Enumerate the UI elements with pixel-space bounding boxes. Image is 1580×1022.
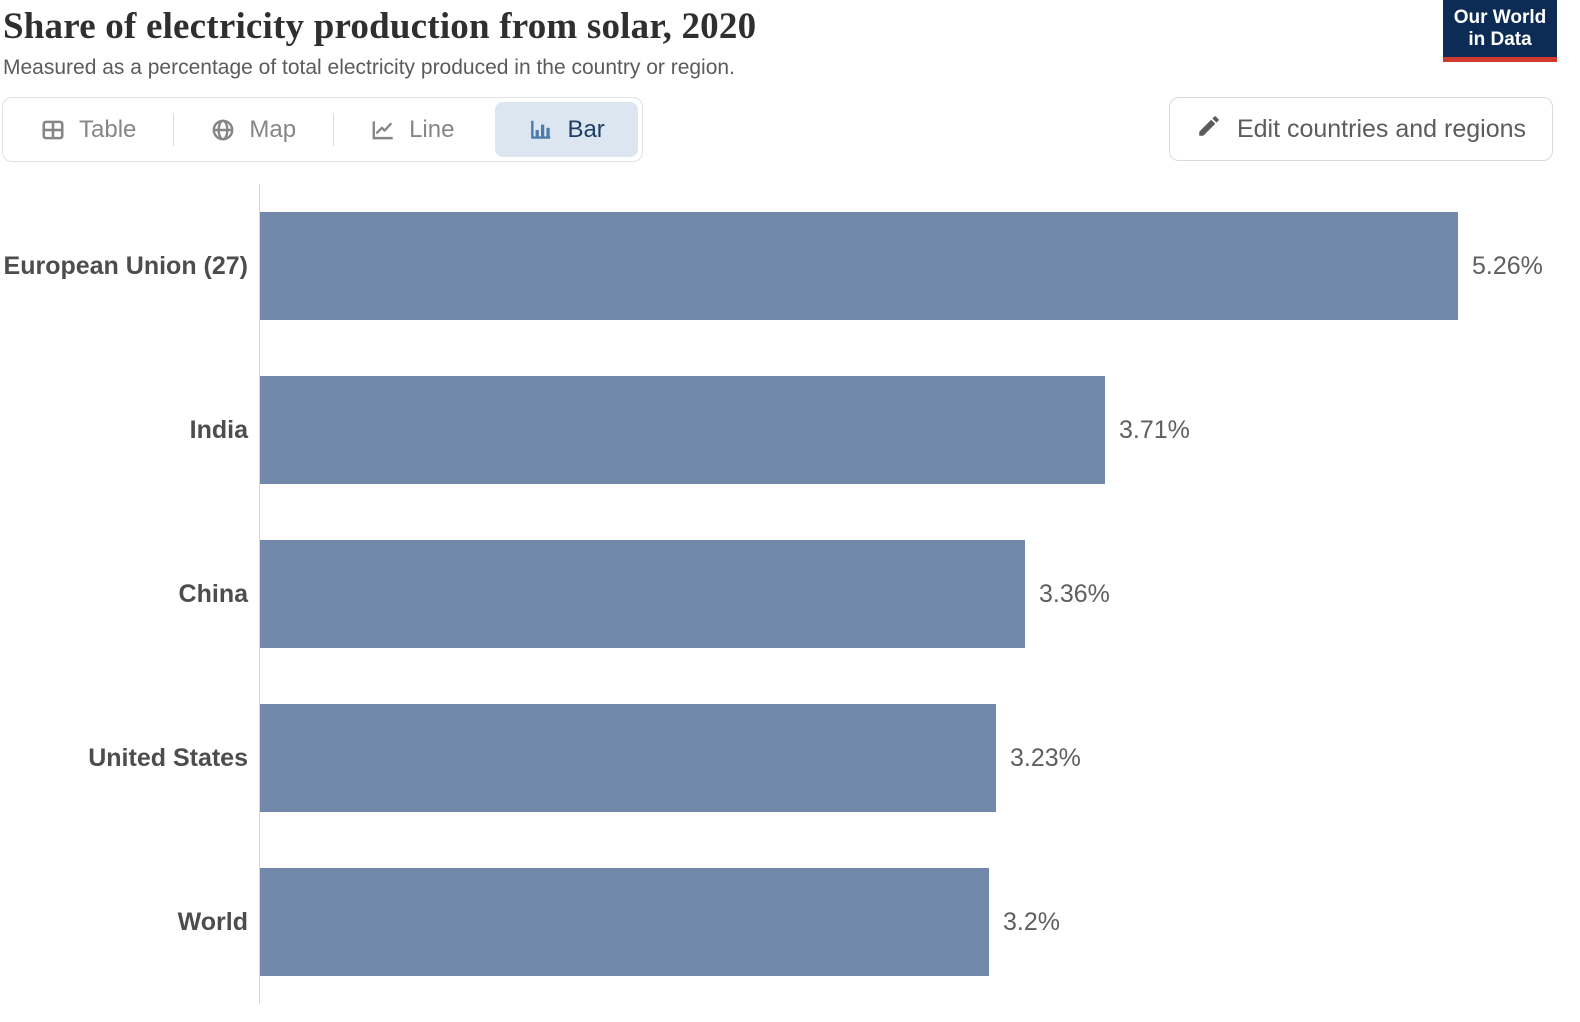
owid-logo-line2: in Data [1468,29,1532,51]
category-label: European Union (27) [3,252,248,281]
category-label: United States [88,744,248,773]
bar[interactable] [260,704,996,813]
bar-area: 3.23% [260,704,1081,813]
category-label: China [178,580,248,609]
category-label: World [177,908,248,937]
line-chart-icon [370,117,396,143]
edit-countries-button[interactable]: Edit countries and regions [1168,97,1553,162]
tab-map-label: Map [249,115,297,143]
controls-row: Table Map Line [2,97,1553,163]
edit-countries-button-label: Edit countries and regions [1236,114,1526,143]
bar[interactable] [260,868,989,977]
page-title: Share of electricity production from sol… [3,6,757,47]
bar-area: 3.2% [260,868,1060,977]
bar[interactable] [260,376,1105,485]
bar-row: China 3.36% [0,512,1580,676]
owid-logo[interactable]: Our World in Data [1443,0,1557,62]
bar-area: 3.71% [260,376,1190,485]
tab-line-label: Line [409,115,455,143]
globe-icon [210,117,236,143]
bar-area: 3.36% [260,540,1110,649]
tab-bar[interactable]: Bar [495,102,638,158]
bar-row: European Union (27) 5.26% [0,184,1580,348]
page-subtitle: Measured as a percentage of total electr… [3,56,735,80]
value-label: 3.36% [1039,579,1110,608]
table-icon [40,117,66,143]
tab-line[interactable]: Line [333,98,491,161]
view-tab-group: Table Map Line [2,97,643,163]
chart-header: Share of electricity production from sol… [0,0,1580,80]
value-label: 5.26% [1472,251,1543,280]
y-axis-line [259,184,260,1005]
bar-chart-icon [528,117,554,143]
tab-table-label: Table [79,115,137,143]
bar-chart: European Union (27) 5.26% India 3.71% Ch… [0,184,1580,1005]
bar-area: 5.26% [260,212,1543,321]
tab-bar-label: Bar [567,115,605,143]
tab-map[interactable]: Map [173,98,333,161]
bar[interactable] [260,212,1458,321]
value-label: 3.23% [1010,743,1081,772]
value-label: 3.71% [1119,415,1190,444]
bar-row: United States 3.23% [0,676,1580,840]
owid-logo-line1: Our World [1453,7,1547,28]
bar-row: India 3.71% [0,348,1580,512]
bar[interactable] [260,540,1025,649]
category-label: India [189,416,248,445]
bar-row: World 3.2% [0,840,1580,1004]
pencil-icon [1196,113,1222,146]
bar-rows: European Union (27) 5.26% India 3.71% Ch… [0,184,1580,1004]
tab-table[interactable]: Table [3,98,173,161]
value-label: 3.2% [1003,907,1060,936]
